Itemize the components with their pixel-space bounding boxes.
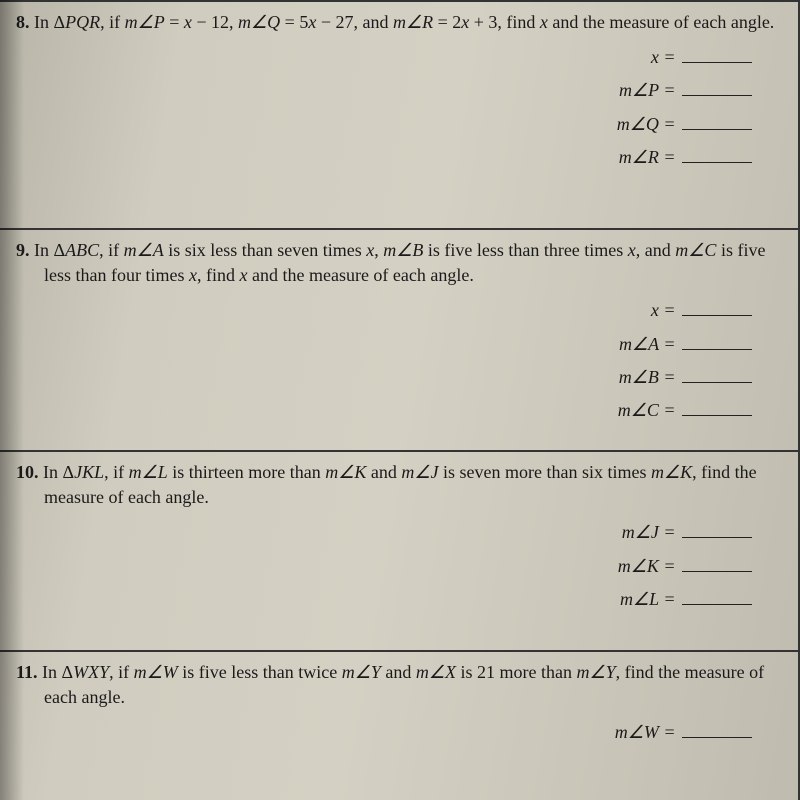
- prompt-text: In ΔJKL, if m∠L is thirteen more than m∠…: [43, 462, 757, 507]
- worksheet-page: 8. In ΔPQR, if m∠P = x − 12, m∠Q = 5x − …: [0, 0, 800, 800]
- problem-10: 10. In ΔJKL, if m∠L is thirteen more tha…: [0, 450, 800, 650]
- answer-label: m∠W =: [615, 722, 676, 742]
- answer-row: x =: [16, 41, 752, 74]
- prompt-text: In ΔPQR, if m∠P = x − 12, m∠Q = 5x − 27,…: [34, 12, 774, 32]
- problem-number: 10.: [16, 462, 39, 482]
- prompt-text: In ΔWXY, if m∠W is five less than twice …: [42, 662, 764, 707]
- answer-blank[interactable]: [682, 143, 752, 163]
- answer-label: m∠J =: [622, 522, 676, 542]
- prompt-text: In ΔABC, if m∠A is six less than seven t…: [34, 240, 765, 285]
- problem-9-prompt: 9. In ΔABC, if m∠A is six less than seve…: [16, 238, 782, 288]
- answer-label: m∠Q =: [617, 114, 676, 134]
- answer-blank[interactable]: [682, 519, 752, 539]
- answer-blank[interactable]: [682, 43, 752, 63]
- problem-11-prompt: 11. In ΔWXY, if m∠W is five less than tw…: [16, 660, 782, 710]
- answer-label: m∠K =: [618, 556, 676, 576]
- answer-row: m∠R =: [16, 141, 752, 174]
- answer-row: m∠W =: [16, 716, 752, 749]
- problem-number: 11.: [16, 662, 38, 682]
- answer-row: m∠C =: [16, 394, 752, 427]
- answer-label: m∠P =: [619, 80, 675, 100]
- answer-label: m∠B =: [619, 367, 676, 387]
- answer-blank[interactable]: [682, 77, 752, 97]
- answer-blank[interactable]: [682, 110, 752, 130]
- problem-8-prompt: 8. In ΔPQR, if m∠P = x − 12, m∠Q = 5x − …: [16, 10, 782, 35]
- answer-label: m∠L =: [620, 589, 675, 609]
- answer-blank[interactable]: [682, 330, 752, 350]
- answer-row: x =: [16, 294, 752, 327]
- answer-row: m∠A =: [16, 328, 752, 361]
- answer-label: m∠A =: [619, 334, 675, 354]
- problem-9: 9. In ΔABC, if m∠A is six less than seve…: [0, 228, 800, 450]
- answer-row: m∠P =: [16, 74, 752, 107]
- answer-blank[interactable]: [682, 585, 752, 605]
- answer-blank[interactable]: [682, 396, 752, 416]
- problem-number: 8.: [16, 12, 30, 32]
- answer-label: m∠C =: [618, 400, 676, 420]
- problem-number: 9.: [16, 240, 30, 260]
- answer-blank[interactable]: [682, 552, 752, 572]
- answer-row: m∠L =: [16, 583, 752, 616]
- problem-11: 11. In ΔWXY, if m∠W is five less than tw…: [0, 650, 800, 800]
- answer-row: m∠Q =: [16, 108, 752, 141]
- answer-blank[interactable]: [682, 363, 752, 383]
- answer-label: x =: [651, 47, 676, 67]
- problem-11-answers: m∠W =: [16, 716, 782, 749]
- answer-row: m∠B =: [16, 361, 752, 394]
- answer-label: m∠R =: [619, 147, 676, 167]
- answer-label: x =: [651, 300, 676, 320]
- answer-row: m∠K =: [16, 550, 752, 583]
- answer-blank[interactable]: [682, 719, 752, 739]
- problem-10-prompt: 10. In ΔJKL, if m∠L is thirteen more tha…: [16, 460, 782, 510]
- problem-8: 8. In ΔPQR, if m∠P = x − 12, m∠Q = 5x − …: [0, 0, 800, 228]
- answer-row: m∠J =: [16, 516, 752, 549]
- problem-10-answers: m∠J = m∠K = m∠L =: [16, 516, 782, 616]
- problem-8-answers: x = m∠P = m∠Q = m∠R =: [16, 41, 782, 174]
- answer-blank[interactable]: [682, 297, 752, 317]
- problem-9-answers: x = m∠A = m∠B = m∠C =: [16, 294, 782, 427]
